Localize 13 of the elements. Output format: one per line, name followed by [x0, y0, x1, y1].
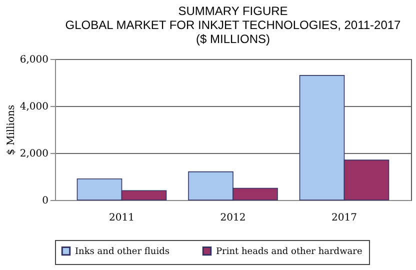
text: ($ MILLIONS): [196, 32, 270, 46]
x-tick-label: 2011: [109, 212, 134, 224]
text: GLOBAL MARKET FOR INKJET TECHNOLOGIES, 2011-2017: [65, 18, 401, 32]
legend-label: Print heads and other hardware: [216, 247, 362, 258]
y-tick-label: 6,000: [20, 54, 48, 66]
text: SUMMARY FIGURE: [178, 4, 288, 18]
y-axis-title: $ Millions: [6, 104, 17, 156]
legend-label: Inks and other fluids: [75, 247, 170, 258]
y-tick-label: 0: [42, 196, 48, 206]
x-tick-label: 2017: [332, 212, 357, 224]
x-tick-label: 2012: [220, 212, 246, 224]
y-tick-label: 4,000: [20, 102, 48, 112]
y-tick-label: 2,000: [20, 148, 48, 160]
